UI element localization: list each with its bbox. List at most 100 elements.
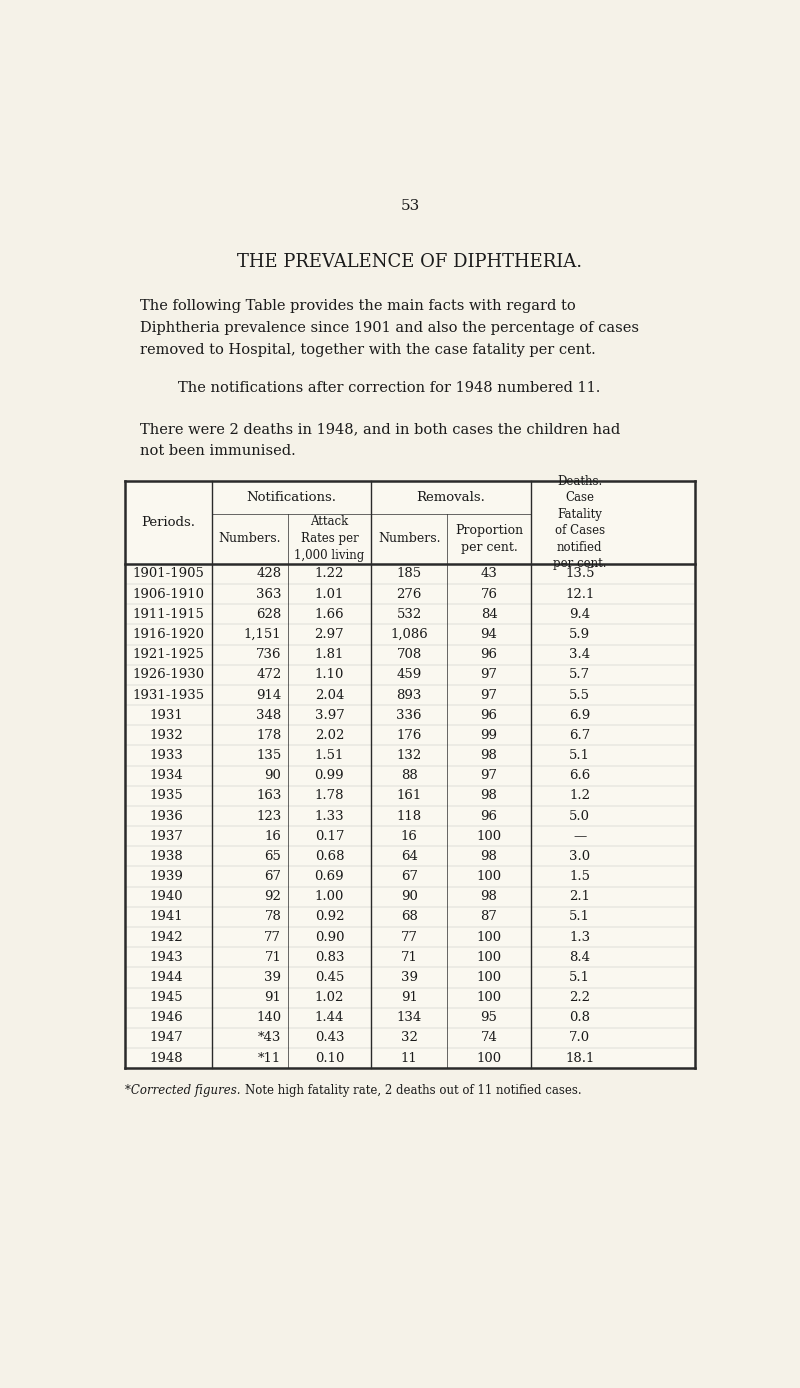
Text: 348: 348 [256, 709, 282, 722]
Text: 1.10: 1.10 [314, 669, 344, 682]
Text: 100: 100 [477, 930, 502, 944]
Text: The notifications after correction for 1948 numbered 11.: The notifications after correction for 1… [178, 380, 600, 394]
Text: 893: 893 [397, 688, 422, 701]
Text: Numbers.: Numbers. [218, 533, 281, 545]
Text: 100: 100 [477, 972, 502, 984]
Text: 12.1: 12.1 [565, 587, 594, 601]
Text: 1.01: 1.01 [314, 587, 344, 601]
Text: THE PREVALENCE OF DIPHTHERIA.: THE PREVALENCE OF DIPHTHERIA. [238, 253, 582, 271]
Text: 1916-1920: 1916-1920 [133, 627, 205, 641]
Text: 472: 472 [256, 669, 282, 682]
Text: 428: 428 [256, 568, 282, 580]
Text: 3.4: 3.4 [569, 648, 590, 661]
Text: 1941: 1941 [150, 911, 183, 923]
Text: There were 2 deaths in 1948, and in both cases the children had: There were 2 deaths in 1948, and in both… [140, 422, 621, 436]
Text: 9.4: 9.4 [569, 608, 590, 620]
Text: 0.10: 0.10 [314, 1052, 344, 1065]
Text: 6.6: 6.6 [569, 769, 590, 783]
Text: Notifications.: Notifications. [246, 491, 337, 504]
Text: 77: 77 [401, 930, 418, 944]
Text: 135: 135 [256, 750, 282, 762]
Text: 1.66: 1.66 [314, 608, 344, 620]
Text: 736: 736 [256, 648, 282, 661]
Text: 67: 67 [401, 870, 418, 883]
Text: 1935: 1935 [150, 790, 183, 802]
Text: 1.33: 1.33 [314, 809, 344, 823]
Text: 1942: 1942 [150, 930, 183, 944]
Text: 91: 91 [265, 991, 282, 1004]
Text: *11: *11 [258, 1052, 282, 1065]
Text: Periods.: Periods. [141, 516, 195, 529]
Text: 68: 68 [401, 911, 418, 923]
Text: 1.3: 1.3 [569, 930, 590, 944]
Text: Attack
Rates per
1,000 living: Attack Rates per 1,000 living [294, 515, 365, 562]
Text: 2.02: 2.02 [314, 729, 344, 741]
Text: 628: 628 [256, 608, 282, 620]
Text: Note high fatality rate, 2 deaths out of 11 notified cases.: Note high fatality rate, 2 deaths out of… [245, 1084, 582, 1097]
Text: 0.8: 0.8 [570, 1012, 590, 1024]
Text: 1911-1915: 1911-1915 [133, 608, 205, 620]
Text: 140: 140 [256, 1012, 282, 1024]
Text: 32: 32 [401, 1031, 418, 1044]
Text: 132: 132 [397, 750, 422, 762]
Text: 2.2: 2.2 [570, 991, 590, 1004]
Text: 67: 67 [264, 870, 282, 883]
Text: 5.5: 5.5 [570, 688, 590, 701]
Text: 98: 98 [481, 890, 498, 904]
Text: 7.0: 7.0 [569, 1031, 590, 1044]
Text: 0.69: 0.69 [314, 870, 344, 883]
Text: 91: 91 [401, 991, 418, 1004]
Text: Deaths.
Case
Fatality
of Cases
notified
per cent.: Deaths. Case Fatality of Cases notified … [553, 475, 606, 570]
Text: 1,151: 1,151 [244, 627, 282, 641]
Text: removed to Hospital, together with the case fatality per cent.: removed to Hospital, together with the c… [140, 343, 596, 357]
Text: 708: 708 [397, 648, 422, 661]
Text: 77: 77 [264, 930, 282, 944]
Text: 100: 100 [477, 870, 502, 883]
Text: 0.90: 0.90 [314, 930, 344, 944]
Text: 6.9: 6.9 [569, 709, 590, 722]
Text: 914: 914 [256, 688, 282, 701]
Text: 1.00: 1.00 [314, 890, 344, 904]
Text: 1.22: 1.22 [314, 568, 344, 580]
Text: 98: 98 [481, 790, 498, 802]
Text: 1940: 1940 [150, 890, 183, 904]
Text: 99: 99 [481, 729, 498, 741]
Text: 1921-1925: 1921-1925 [133, 648, 205, 661]
Text: 96: 96 [481, 709, 498, 722]
Text: 1944: 1944 [150, 972, 183, 984]
Text: 39: 39 [264, 972, 282, 984]
Text: 16: 16 [265, 830, 282, 843]
Text: 1947: 1947 [150, 1031, 183, 1044]
Text: 78: 78 [265, 911, 282, 923]
Text: 1,086: 1,086 [390, 627, 428, 641]
Text: 118: 118 [397, 809, 422, 823]
Text: 84: 84 [481, 608, 498, 620]
Text: 71: 71 [265, 951, 282, 963]
Text: 134: 134 [397, 1012, 422, 1024]
Text: 1939: 1939 [150, 870, 183, 883]
Text: 1.51: 1.51 [314, 750, 344, 762]
Text: 185: 185 [397, 568, 422, 580]
Text: 64: 64 [401, 849, 418, 863]
Text: 1.02: 1.02 [314, 991, 344, 1004]
Text: 0.83: 0.83 [314, 951, 344, 963]
Text: 1934: 1934 [150, 769, 183, 783]
Text: 94: 94 [481, 627, 498, 641]
Text: 0.92: 0.92 [314, 911, 344, 923]
Text: 1901-1905: 1901-1905 [133, 568, 205, 580]
Text: 88: 88 [401, 769, 418, 783]
Text: 336: 336 [397, 709, 422, 722]
Text: Removals.: Removals. [417, 491, 486, 504]
Text: *43: *43 [258, 1031, 282, 1044]
Text: 53: 53 [400, 198, 420, 212]
Text: 95: 95 [481, 1012, 498, 1024]
Text: 1938: 1938 [150, 849, 183, 863]
Text: 90: 90 [265, 769, 282, 783]
Text: 11: 11 [401, 1052, 418, 1065]
Text: 0.43: 0.43 [314, 1031, 344, 1044]
Text: 0.68: 0.68 [314, 849, 344, 863]
Text: 276: 276 [397, 587, 422, 601]
Text: 161: 161 [397, 790, 422, 802]
Text: 5.0: 5.0 [570, 809, 590, 823]
Text: 1933: 1933 [150, 750, 183, 762]
